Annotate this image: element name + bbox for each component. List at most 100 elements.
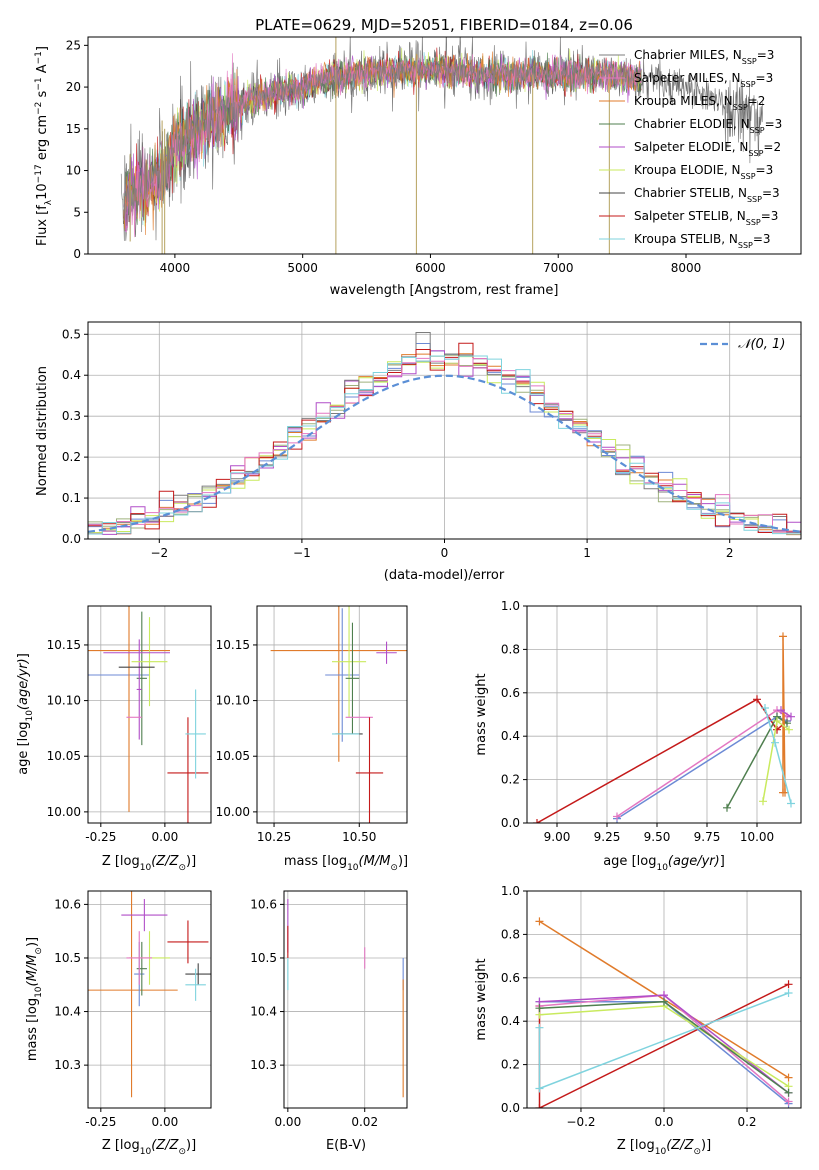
errorbar-point (345, 622, 360, 734)
y-axis-label: age [log10(age/yr)] (16, 653, 35, 775)
y-tick-label: 10.05 (216, 749, 250, 763)
weight-marker (533, 819, 541, 823)
label-part: −17 (34, 164, 44, 183)
residual-histogram-panel: −2 −1 0 1 2 0.0 0.1 0.2 0.3 0.4 0.5 (data-model)/er… (35, 321, 802, 583)
legend-value: =3 (765, 117, 783, 131)
x-tick-label: 10.50 (342, 830, 376, 844)
plot-area (287, 899, 404, 1098)
label-part: (M/M (359, 854, 391, 869)
legend-entry: Kroupa ELODIE, NSSP=3 (634, 163, 773, 181)
label-part: ⊙ (178, 1147, 186, 1157)
y-tick-label: 10.5 (54, 951, 81, 965)
label-part: s (35, 90, 50, 101)
label-part: Z [log (102, 854, 140, 869)
weight-marker (535, 1004, 544, 1013)
y-tick-label: 25 (66, 38, 81, 52)
legend-value: =3 (753, 232, 771, 246)
legend-value: =3 (756, 163, 774, 177)
y-tick-label: 0.2 (501, 1058, 520, 1072)
x-tick-label: 10.25 (257, 830, 291, 844)
weight-line (616, 715, 788, 820)
errorbar-point (88, 606, 170, 812)
weight-marker (761, 703, 769, 712)
x-tick-label: -0.25 (85, 1115, 116, 1129)
y-tick-label: 1.0 (501, 599, 520, 613)
legend-entry: 𝒩(0, 1) (738, 337, 785, 352)
y-tick-label: 0.2 (62, 450, 81, 464)
label-part: 10 (656, 863, 668, 873)
x-tick-label: 9.25 (594, 830, 621, 844)
errorbar-point (325, 608, 360, 742)
errorbar-point (332, 606, 367, 718)
y-tick-label: 0.5 (62, 327, 81, 341)
label-part: )] (186, 854, 196, 869)
legend-sub: SSP (747, 195, 762, 204)
y-tick-label: 10.15 (216, 638, 250, 652)
label-part: (Z/Z (151, 854, 179, 869)
y-tick-label: 10.5 (250, 951, 277, 965)
weight-marker (613, 812, 621, 821)
y-tick-label: 10.10 (216, 694, 250, 708)
normal-distribution-curve (88, 374, 801, 533)
label-part: ] (35, 46, 50, 51)
y-tick-label: 0.8 (501, 927, 520, 941)
errorbar-point (136, 639, 142, 740)
legend-sub: SSP (741, 80, 756, 89)
label-part: −1 (34, 77, 44, 90)
x-tick-label: −1 (293, 546, 311, 560)
y-tick-label: 10.6 (250, 897, 277, 911)
label-part: )] (186, 1138, 196, 1153)
label-part: (Z/Z (151, 1138, 179, 1153)
weight-marker (773, 725, 781, 734)
errorbar-point (355, 717, 384, 823)
label-part: −2 (34, 102, 44, 115)
residual-histogram (88, 357, 801, 533)
x-axis-label: Z [log10(Z/Z⊙)] (617, 1138, 711, 1157)
weight-series (535, 988, 793, 1093)
legend-value: =3 (756, 71, 774, 85)
label-part: 10 (140, 1147, 152, 1157)
errorbar-point (88, 891, 178, 1098)
label-part: age [log (603, 854, 656, 869)
y-tick-label: 20 (66, 80, 81, 94)
weight-marker (784, 1088, 793, 1097)
mass-age-panel: 10.25 10.50 10.00 10.05 10.10 10.15 mass [log1… (216, 605, 408, 873)
legend-entry: Salpeter MILES, NSSP=3 (634, 71, 773, 89)
y-tick-label: 5 (73, 205, 81, 219)
axes-frame (87, 36, 802, 255)
figure-title: PLATE=0629, MJD=52051, FIBERID=0184, z=0… (255, 16, 633, 34)
x-axis-label: (data-model)/error (384, 568, 505, 583)
legend-value: =3 (761, 209, 779, 223)
y-tick-label: 15 (66, 122, 81, 136)
residual-histogram (88, 350, 801, 535)
x-tick-label: -0.25 (85, 830, 116, 844)
x-tick-label: 0 (441, 546, 449, 560)
x-axis-label: wavelength [Angstrom, rest frame] (330, 283, 559, 298)
y-tick-label: 10.10 (47, 694, 81, 708)
errorbar-point (121, 899, 168, 932)
model-spectrum-line (123, 52, 642, 229)
label-part: Flux [f (35, 205, 50, 246)
y-tick-label: 10.15 (47, 638, 81, 652)
x-tick-label: −0.2 (566, 1115, 595, 1129)
label-part: (Z/Z (666, 1138, 694, 1153)
errorbar-point (376, 641, 397, 664)
x-tick-label: 4000 (160, 261, 191, 275)
errorbar-point (167, 717, 209, 823)
plot-area (88, 891, 211, 1098)
label-part: (age/yr) (668, 854, 720, 869)
x-tick-label: 0.00 (152, 1115, 179, 1129)
x-axis-label: Z [log10(Z/Z⊙)] (102, 854, 196, 873)
x-tick-label: 9.50 (644, 830, 671, 844)
weight-marker (535, 1084, 544, 1093)
weight-marker (535, 1023, 544, 1032)
legend-sub: SSP (750, 126, 765, 135)
errorbar-point (167, 920, 209, 964)
axes-frame (526, 605, 802, 824)
errorbar-point (270, 606, 407, 762)
legend-entry: Chabrier STELIB, NSSP=3 (634, 186, 780, 204)
y-tick-label: 10.4 (54, 1005, 81, 1019)
label-part: )] (701, 1138, 711, 1153)
